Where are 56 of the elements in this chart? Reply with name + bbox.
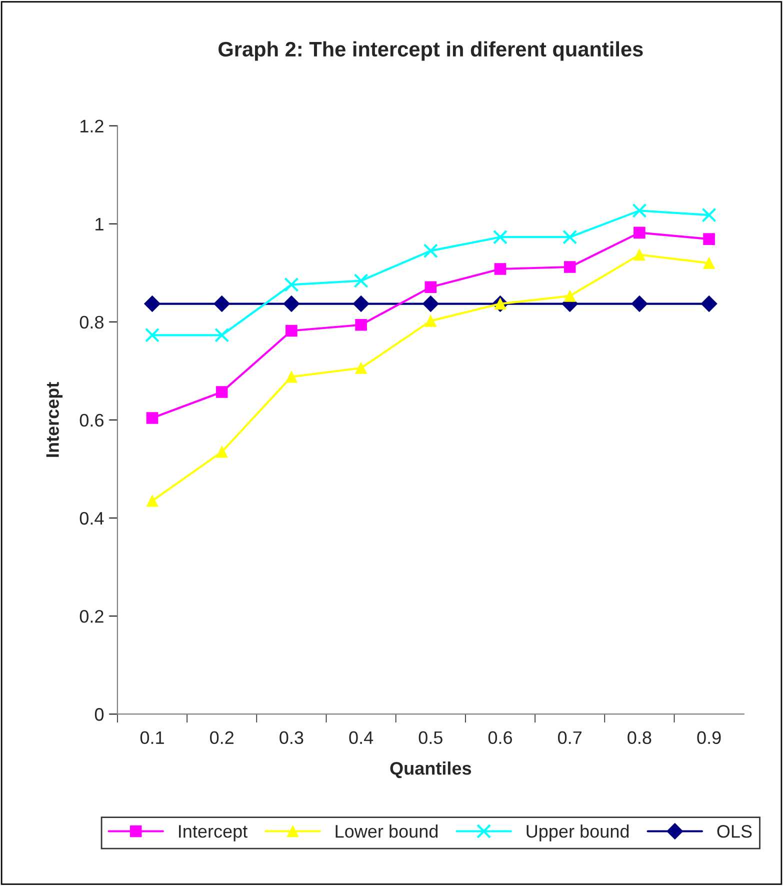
x-tick-label: 0.4 (349, 731, 374, 744)
point (494, 263, 506, 275)
point (634, 248, 646, 261)
y-tick-label: 1 (96, 218, 104, 230)
point (286, 370, 298, 383)
y-tick-label: 0 (94, 708, 104, 721)
x-tick-label: 0.5 (418, 731, 442, 744)
x-axis-title: Quantiles (390, 762, 472, 778)
y-tick-label: 0.4 (80, 512, 104, 525)
point (284, 277, 299, 292)
point (355, 362, 367, 374)
x-tick-label: 0.1 (140, 731, 164, 744)
point (216, 386, 228, 398)
point (355, 318, 367, 331)
legend-label: Intercept (179, 825, 248, 842)
point (422, 296, 439, 312)
point (423, 244, 438, 258)
point (144, 328, 160, 342)
legend-label: Lower bound (336, 824, 438, 838)
point (492, 230, 508, 244)
point (214, 328, 230, 342)
y-axis-title: Intercept (46, 382, 62, 457)
point (286, 324, 298, 337)
chart-title: Graph 2: The intercept in diferent quantiles (218, 41, 643, 61)
x-tick-label: 0.9 (697, 731, 721, 744)
point (564, 290, 576, 302)
y-tick-label: 0.8 (80, 316, 104, 329)
point (632, 203, 647, 218)
legend-label: OLS (717, 824, 752, 838)
point (354, 273, 368, 288)
point (283, 296, 300, 312)
point (703, 233, 715, 245)
point (146, 412, 158, 424)
legend-label: Upper bound (526, 824, 629, 842)
y-tick-label: 0.2 (80, 610, 104, 623)
point (564, 261, 576, 273)
point (146, 494, 158, 507)
y-tick-label: 0.6 (80, 414, 104, 427)
x-tick-label: 0.3 (280, 731, 304, 744)
point (214, 296, 230, 312)
point (702, 208, 716, 222)
point (216, 446, 228, 458)
point (634, 226, 646, 239)
point (562, 230, 578, 244)
point (700, 296, 718, 312)
point (352, 296, 370, 312)
point (631, 296, 648, 312)
x-tick-label: 0.7 (558, 731, 582, 744)
point (703, 257, 715, 269)
x-tick-label: 0.6 (488, 731, 512, 744)
point (424, 281, 437, 294)
y-tick-label: 1.2 (80, 120, 104, 132)
point (144, 296, 160, 312)
x-tick-label: 0.2 (210, 731, 234, 744)
x-tick-label: 0.8 (628, 731, 652, 744)
point (424, 315, 437, 327)
